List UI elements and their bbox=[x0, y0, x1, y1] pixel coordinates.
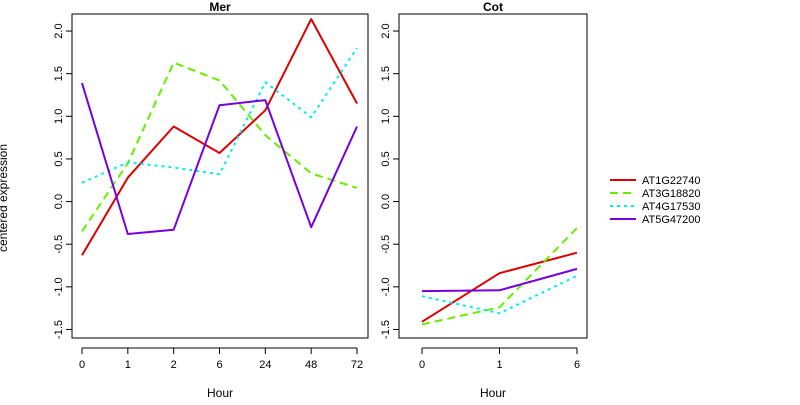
x-tick-label-mer: 6 bbox=[216, 359, 222, 371]
panel-title-cot: Cot bbox=[483, 0, 503, 14]
panel-title-mer: Mer bbox=[209, 0, 231, 14]
series-line-mer-at4g17530 bbox=[81, 47, 358, 184]
x-tick-label-mer: 1 bbox=[125, 359, 131, 371]
legend-label-at5g47200: AT5G47200 bbox=[642, 214, 701, 226]
y-tick-label-mer: -1.0 bbox=[53, 277, 65, 296]
y-tick-label-mer: -1.5 bbox=[53, 320, 65, 339]
y-axis-title: centered expression bbox=[0, 144, 10, 252]
plot-frame-mer bbox=[71, 13, 369, 339]
legend-label-at1g22740: AT1G22740 bbox=[642, 175, 701, 187]
series-line-mer-at1g22740 bbox=[81, 18, 358, 256]
x-tick-label-mer: 72 bbox=[351, 359, 363, 371]
legend-label-at4g17530: AT4G17530 bbox=[642, 201, 701, 213]
x-tick-label-cot: 0 bbox=[419, 359, 425, 371]
y-tick-label-cot: 2.0 bbox=[380, 23, 392, 38]
y-tick-label-cot: -1.0 bbox=[380, 277, 392, 296]
y-tick-label-mer: -0.5 bbox=[53, 235, 65, 254]
x-tick-label-mer: 0 bbox=[79, 359, 85, 371]
x-tick-label-cot: 6 bbox=[574, 359, 580, 371]
plot-frame-cot bbox=[398, 13, 588, 339]
y-tick-label-cot: 0.0 bbox=[380, 194, 392, 209]
y-tick-label-mer: 1.5 bbox=[53, 66, 65, 81]
series-line-cot-at3g18820 bbox=[421, 227, 578, 326]
x-tick-label-mer: 24 bbox=[259, 359, 271, 371]
y-tick-label-cot: -1.5 bbox=[380, 320, 392, 339]
series-line-cot-at1g22740 bbox=[421, 251, 578, 323]
y-tick-label-mer: 1.0 bbox=[53, 109, 65, 124]
y-tick-label-cot: 1.5 bbox=[380, 66, 392, 81]
x-tick-label-mer: 2 bbox=[171, 359, 177, 371]
y-tick-label-mer: 2.0 bbox=[53, 23, 65, 38]
x-axis-title-cot: Hour bbox=[480, 386, 506, 400]
series-line-cot-at5g47200 bbox=[421, 267, 578, 293]
y-tick-label-mer: 0.5 bbox=[53, 151, 65, 166]
y-tick-label-mer: 0.0 bbox=[53, 194, 65, 209]
series-line-cot-at4g17530 bbox=[421, 274, 578, 315]
x-tick-label-cot: 1 bbox=[496, 359, 502, 371]
x-tick-label-mer: 48 bbox=[305, 359, 317, 371]
x-axis-title-mer: Hour bbox=[207, 386, 233, 400]
y-tick-label-cot: -0.5 bbox=[380, 235, 392, 254]
y-tick-label-cot: 1.0 bbox=[380, 109, 392, 124]
y-tick-label-cot: 0.5 bbox=[380, 151, 392, 166]
series-line-mer-at5g47200 bbox=[81, 82, 358, 235]
series-line-mer-at3g18820 bbox=[81, 61, 358, 232]
legend-label-at3g18820: AT3G18820 bbox=[642, 188, 701, 200]
